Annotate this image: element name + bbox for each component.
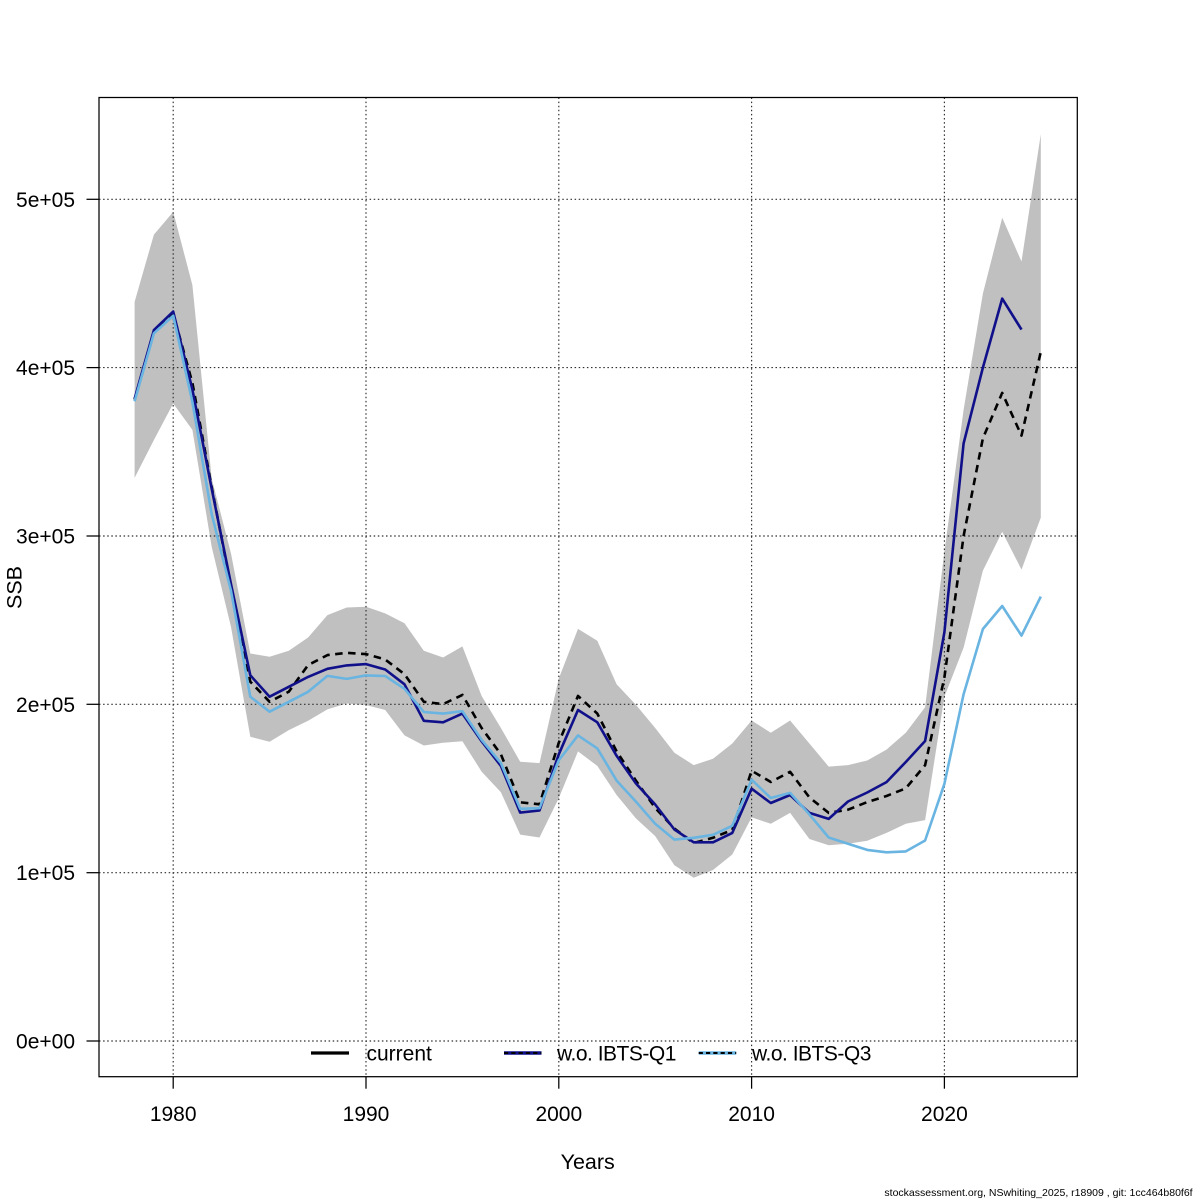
svg-text:2000: 2000 <box>535 1103 582 1126</box>
svg-text:0e+00: 0e+00 <box>16 1031 75 1054</box>
svg-text:current: current <box>367 1043 433 1066</box>
svg-text:w.o. IBTS-Q1: w.o. IBTS-Q1 <box>556 1043 676 1066</box>
svg-text:5e+05: 5e+05 <box>16 189 75 212</box>
svg-text:4e+05: 4e+05 <box>16 357 75 380</box>
svg-text:stockassessment.org, NSwhiting: stockassessment.org, NSwhiting_2025, r18… <box>884 1187 1192 1199</box>
svg-text:2020: 2020 <box>921 1103 968 1126</box>
svg-text:2e+05: 2e+05 <box>16 694 75 717</box>
svg-text:1980: 1980 <box>150 1103 197 1126</box>
svg-text:3e+05: 3e+05 <box>16 526 75 549</box>
svg-text:w.o. IBTS-Q3: w.o. IBTS-Q3 <box>751 1043 871 1066</box>
svg-text:1990: 1990 <box>343 1103 390 1126</box>
svg-text:Years: Years <box>561 1150 615 1174</box>
svg-text:1e+05: 1e+05 <box>16 862 75 885</box>
svg-text:2010: 2010 <box>728 1103 775 1126</box>
svg-text:SSB: SSB <box>3 566 27 609</box>
